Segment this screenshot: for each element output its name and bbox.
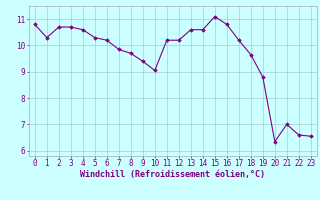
X-axis label: Windchill (Refroidissement éolien,°C): Windchill (Refroidissement éolien,°C) bbox=[80, 170, 265, 179]
